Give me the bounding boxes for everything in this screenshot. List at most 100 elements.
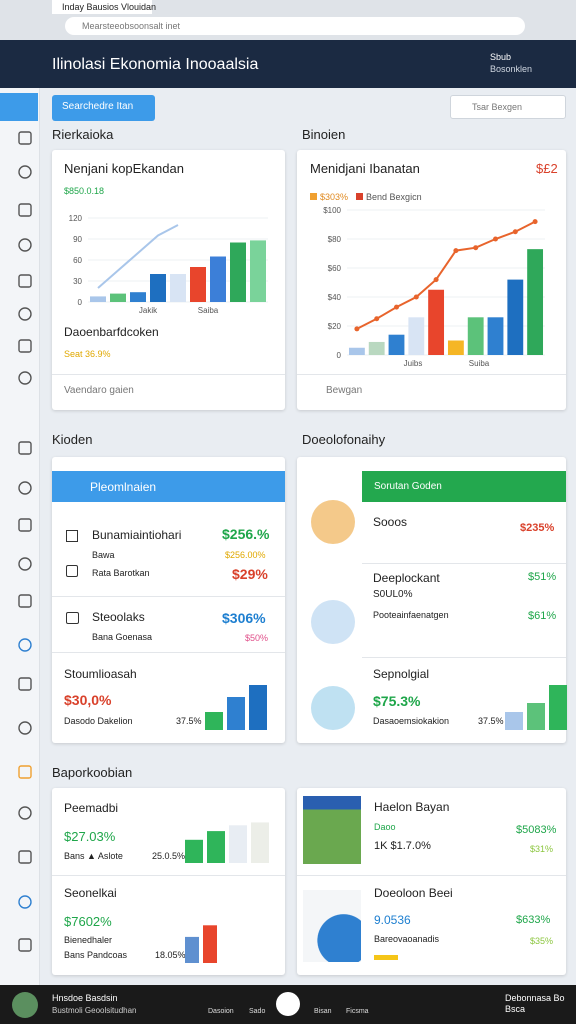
row-value: $306% xyxy=(222,610,266,626)
row-name: Rata Barotkan xyxy=(92,568,150,578)
bar xyxy=(408,317,425,355)
row-name: Pooteainfaenatgen xyxy=(373,610,449,620)
row-sub: Dasaoemsiokakion xyxy=(373,716,450,726)
caption: Daoenbarfdcoken xyxy=(64,325,159,339)
row-name: Seonelkai xyxy=(64,886,117,900)
bar xyxy=(130,292,146,302)
card-subtitle: $850.0.18 xyxy=(64,186,105,196)
row-detail: 1K $1.7.0% xyxy=(374,840,431,852)
line xyxy=(356,220,536,330)
line-point xyxy=(413,294,419,300)
section-heading: Baporkoobian xyxy=(52,765,133,780)
row-name: Haelon Bayan xyxy=(374,800,450,814)
row-value: $235% xyxy=(520,522,555,534)
bar xyxy=(251,822,269,863)
bar xyxy=(229,825,247,863)
section-heading: Kioden xyxy=(52,432,93,447)
url: Mearsteeobsoonsalt inet xyxy=(82,21,181,31)
nav-icon xyxy=(18,203,32,217)
nav-icon xyxy=(18,721,32,735)
y-tick-label: 30 xyxy=(73,277,82,286)
toolbar-button[interactable] xyxy=(52,95,155,121)
divider xyxy=(52,652,285,653)
chart-card xyxy=(52,150,285,410)
bar xyxy=(185,936,199,963)
url-bar[interactable] xyxy=(65,17,525,35)
row-sub: Bawa xyxy=(92,550,115,560)
bar xyxy=(203,925,217,963)
card-footer[interactable]: Bewgan xyxy=(326,385,363,396)
legend-swatch xyxy=(310,193,317,200)
card-header-title: Sorutan Goden xyxy=(374,481,442,492)
mini-chart xyxy=(505,685,567,730)
card-icon: $£2 xyxy=(536,161,558,176)
bar xyxy=(90,296,106,302)
bar xyxy=(348,347,365,355)
nav-label[interactable]: Dasoion xyxy=(208,1008,234,1015)
row-name: Deeplockant xyxy=(373,571,440,585)
bar xyxy=(227,697,245,730)
bar xyxy=(170,274,186,302)
report-card xyxy=(52,788,285,975)
row-sub: Dasodo Dakelion xyxy=(64,716,133,726)
x-tick-label: Suiba xyxy=(469,359,490,368)
y-tick-label: 0 xyxy=(78,298,83,307)
bar xyxy=(150,274,166,302)
row-name: Sooos xyxy=(373,515,408,529)
bar xyxy=(110,293,126,302)
nav-label[interactable]: Sado xyxy=(249,1008,266,1015)
section-heading: Binoien xyxy=(302,127,346,142)
tab[interactable] xyxy=(52,0,152,14)
bar xyxy=(549,685,567,730)
x-tick-label: Saiba xyxy=(198,306,219,315)
section-heading: Rierkaioka xyxy=(52,127,114,142)
card-header-title: Pleomlnaien xyxy=(90,480,157,494)
nav-icon xyxy=(18,371,32,385)
divider xyxy=(52,374,285,375)
avatar xyxy=(12,992,38,1018)
chart: 0 $20 $40 $60 $80 $100 Juibs Suiba xyxy=(323,206,545,368)
sidebar xyxy=(0,88,40,985)
sidebar-active xyxy=(0,93,38,121)
line-point xyxy=(354,326,360,332)
nav-icon xyxy=(18,131,32,145)
y-tick-label: $60 xyxy=(328,264,342,273)
row-value: $7602% xyxy=(64,914,112,929)
row-sub: S0UL0% xyxy=(373,589,413,600)
divider xyxy=(52,875,285,876)
nav-icon xyxy=(18,594,32,608)
row-value: $5083% xyxy=(516,824,557,836)
divider xyxy=(362,657,566,658)
row-value: $27.03% xyxy=(64,829,116,844)
bar xyxy=(487,317,504,355)
nav-center[interactable] xyxy=(276,992,300,1016)
row-name: Stoumlioasah xyxy=(64,667,137,681)
checkbox[interactable] xyxy=(66,565,78,577)
bar xyxy=(185,839,203,863)
row-sub: Daoo xyxy=(374,822,396,832)
checkbox[interactable] xyxy=(66,530,78,542)
app-header xyxy=(0,40,576,88)
caption-value: Seat 36.9% xyxy=(64,349,111,359)
avatar xyxy=(311,600,355,644)
bar xyxy=(527,249,544,355)
bar xyxy=(388,334,405,355)
row-name: Bunamiaintiohari xyxy=(92,528,182,542)
y-tick-label: $100 xyxy=(323,206,341,215)
row-sub-value: $31% xyxy=(530,844,554,854)
avatar xyxy=(311,500,355,544)
line-point xyxy=(374,316,380,322)
legend-label: $303% xyxy=(320,192,349,202)
nav-label[interactable]: Bisan xyxy=(314,1008,332,1015)
row-sub: Bana Goenasa xyxy=(92,632,153,642)
x-tick-label: Jakik xyxy=(139,306,158,315)
nav-icon xyxy=(18,481,32,495)
nav-icon xyxy=(18,638,32,652)
card-footer[interactable]: Vaendaro gaien xyxy=(64,385,134,396)
bar xyxy=(230,242,246,302)
search-box[interactable] xyxy=(450,95,566,119)
bar xyxy=(527,703,545,730)
nav-label[interactable]: Ficsma xyxy=(346,1008,369,1015)
mini-chart xyxy=(185,925,217,963)
